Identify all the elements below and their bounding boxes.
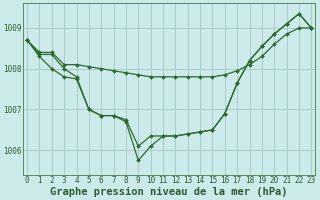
X-axis label: Graphe pression niveau de la mer (hPa): Graphe pression niveau de la mer (hPa) [51,186,288,197]
